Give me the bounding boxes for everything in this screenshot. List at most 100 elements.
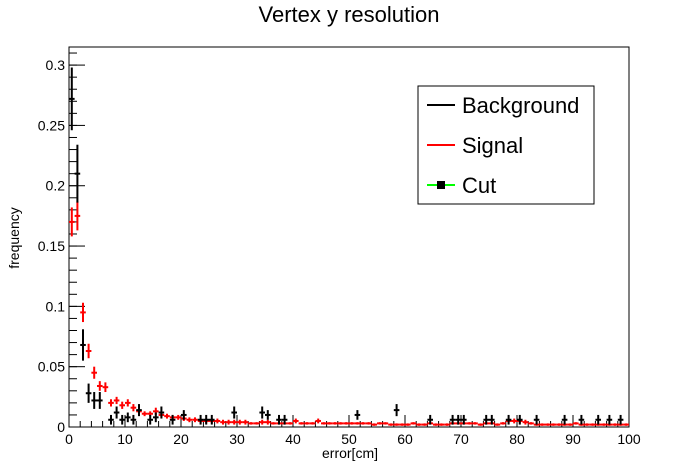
background-point xyxy=(606,414,613,425)
signal-point xyxy=(360,422,366,425)
signal-point xyxy=(91,366,97,379)
signal-point xyxy=(231,419,237,425)
signal-point xyxy=(500,422,506,425)
signal-point xyxy=(545,423,551,426)
background-point xyxy=(578,414,585,425)
x-tick-label: 0 xyxy=(65,431,73,447)
signal-point xyxy=(298,422,305,425)
background-point xyxy=(393,404,400,417)
signal-point xyxy=(477,423,484,426)
background-point xyxy=(276,414,282,425)
background-point xyxy=(595,414,601,425)
signal-point xyxy=(584,423,590,426)
y-tick-label: 0.25 xyxy=(38,117,65,133)
signal-point xyxy=(528,422,534,425)
signal-point xyxy=(438,423,445,426)
background-point xyxy=(74,144,81,203)
signal-point xyxy=(365,422,372,425)
signal-point xyxy=(466,422,473,425)
legend-label-cut: Cut xyxy=(462,173,496,198)
signal-point xyxy=(612,423,618,426)
signal-point xyxy=(377,422,383,425)
background-point xyxy=(461,414,467,425)
signal-point xyxy=(444,423,450,426)
signal-point xyxy=(326,422,333,425)
signal-point xyxy=(349,422,355,425)
x-tick-label: 90 xyxy=(565,431,581,447)
background-point xyxy=(427,414,433,425)
signal-point xyxy=(270,422,277,425)
x-tick-label: 80 xyxy=(509,431,525,447)
background-point xyxy=(197,414,204,425)
signal-point xyxy=(321,422,327,425)
background-point xyxy=(533,414,540,425)
signal-point xyxy=(287,422,293,425)
background-point xyxy=(483,414,489,425)
signal-point xyxy=(550,423,557,426)
background-point xyxy=(561,414,568,425)
signal-point xyxy=(253,422,260,425)
background-point xyxy=(119,414,125,425)
background-point xyxy=(80,329,86,361)
signal-point xyxy=(315,418,321,424)
y-tick-label: 0.1 xyxy=(46,298,66,314)
background-point xyxy=(455,414,461,425)
signal-point xyxy=(214,418,221,424)
background-point xyxy=(265,410,271,420)
background-point xyxy=(181,410,187,420)
signal-point xyxy=(601,423,607,426)
background-point xyxy=(125,412,131,423)
signal-point xyxy=(164,413,170,419)
series-signal xyxy=(69,201,629,426)
x-tick-label: 40 xyxy=(285,431,301,447)
signal-point xyxy=(421,423,428,426)
data-series xyxy=(69,67,629,426)
signal-point xyxy=(472,422,478,425)
signal-point xyxy=(309,422,316,425)
background-point xyxy=(231,406,237,419)
signal-point xyxy=(332,422,338,425)
series-background xyxy=(69,67,624,425)
signal-point xyxy=(416,423,422,426)
y-tick-label: 0.3 xyxy=(46,57,66,73)
signal-point xyxy=(371,423,377,426)
signal-point xyxy=(494,423,501,426)
background-point xyxy=(113,406,120,419)
x-tick-label: 10 xyxy=(117,431,133,447)
signal-point xyxy=(113,396,120,405)
background-point xyxy=(108,414,114,425)
y-tick-label: 0.15 xyxy=(38,238,65,254)
signal-point xyxy=(293,418,299,424)
y-tick-label: 0.05 xyxy=(38,359,65,375)
signal-point xyxy=(511,418,517,424)
signal-point xyxy=(573,422,579,425)
signal-point xyxy=(74,201,81,231)
signal-point xyxy=(522,419,529,425)
y-axis-label-wrap: frequency xyxy=(4,180,24,300)
signal-point xyxy=(259,419,265,425)
signal-point xyxy=(304,422,310,425)
signal-point xyxy=(393,423,400,426)
legend-label-background: Background xyxy=(462,93,579,118)
signal-point xyxy=(354,422,361,425)
background-point xyxy=(91,392,97,409)
background-point xyxy=(449,414,456,425)
background-point xyxy=(69,67,75,131)
x-tick-label: 30 xyxy=(229,431,245,447)
signal-point xyxy=(567,423,573,426)
background-point xyxy=(97,392,103,409)
signal-point xyxy=(220,419,226,425)
signal-point xyxy=(102,382,109,393)
signal-point xyxy=(130,404,137,412)
background-point xyxy=(147,414,153,425)
signal-point xyxy=(382,422,389,425)
background-point xyxy=(209,414,215,425)
x-tick-label: 50 xyxy=(341,431,357,447)
legend-marker-cut xyxy=(437,181,445,189)
signal-point xyxy=(343,422,349,425)
signal-point xyxy=(175,414,181,420)
background-point xyxy=(281,414,288,425)
background-point xyxy=(158,406,165,419)
background-point xyxy=(136,404,142,417)
